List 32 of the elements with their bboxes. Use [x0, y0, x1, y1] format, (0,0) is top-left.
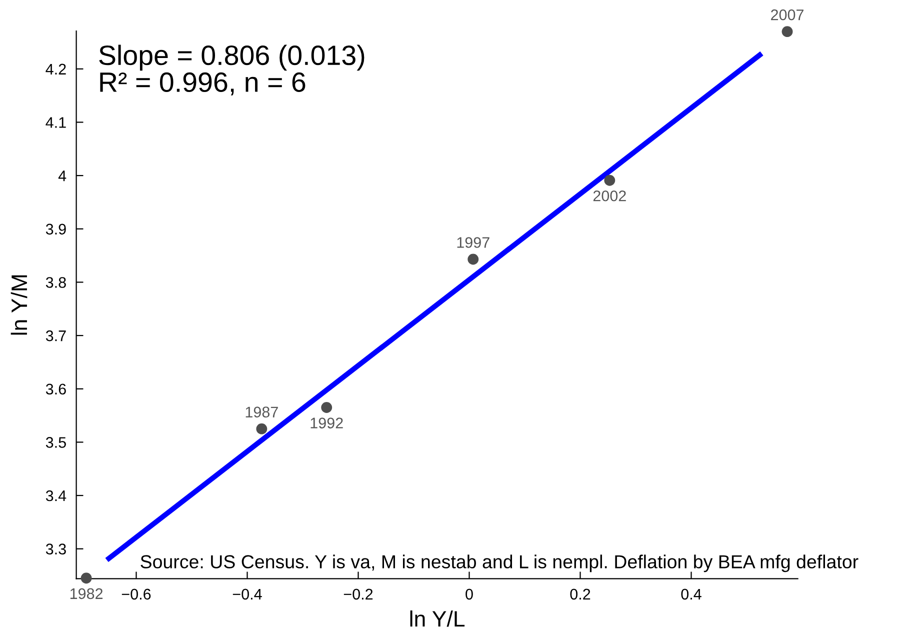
x-tick-label: 0.4	[681, 588, 702, 600]
y-axis-title: ln Y/M	[10, 275, 28, 335]
annotation: Slope = 0.806 (0.013) R² = 0.996, n = 6	[99, 44, 364, 96]
point	[782, 26, 793, 38]
y-tick-label: 3.6	[46, 384, 66, 395]
y-tick-label: 4.1	[46, 117, 66, 128]
y-tick-label: 3.9	[46, 224, 66, 235]
point	[256, 423, 268, 434]
point	[604, 174, 616, 186]
y-tick-label: 3.8	[46, 277, 66, 288]
point	[321, 402, 332, 413]
x-tick-label: 0	[466, 588, 473, 600]
annotation: 1997	[457, 237, 490, 248]
annotation: 1992	[310, 418, 343, 428]
annotation: 1982	[70, 588, 103, 600]
x-tick-label: −0.6	[122, 588, 151, 600]
y-tick-label: 3.3	[46, 544, 66, 555]
point	[468, 254, 479, 265]
x-axis-title: ln Y/L	[410, 610, 465, 627]
annotation: 1987	[246, 406, 278, 418]
x-tick-label: 0.2	[570, 588, 590, 600]
x-tick-label: −0.2	[344, 588, 373, 600]
y-tick-label: 3.5	[46, 437, 66, 448]
annotation: 2002	[593, 190, 626, 202]
x-tick-label: −0.4	[232, 588, 262, 600]
annotation: Source: US Census. Y is va, M is nestab and L is nempl. Deflation by BEA mfg deflator	[140, 554, 858, 572]
y-tick-label: 3.4	[46, 490, 66, 502]
point	[80, 572, 92, 584]
annotation: 2007	[771, 9, 804, 20]
y-tick-label: 4	[58, 170, 66, 182]
y-tick-label: 3.7	[46, 330, 66, 342]
y-tick-label: 4.2	[46, 64, 66, 74]
